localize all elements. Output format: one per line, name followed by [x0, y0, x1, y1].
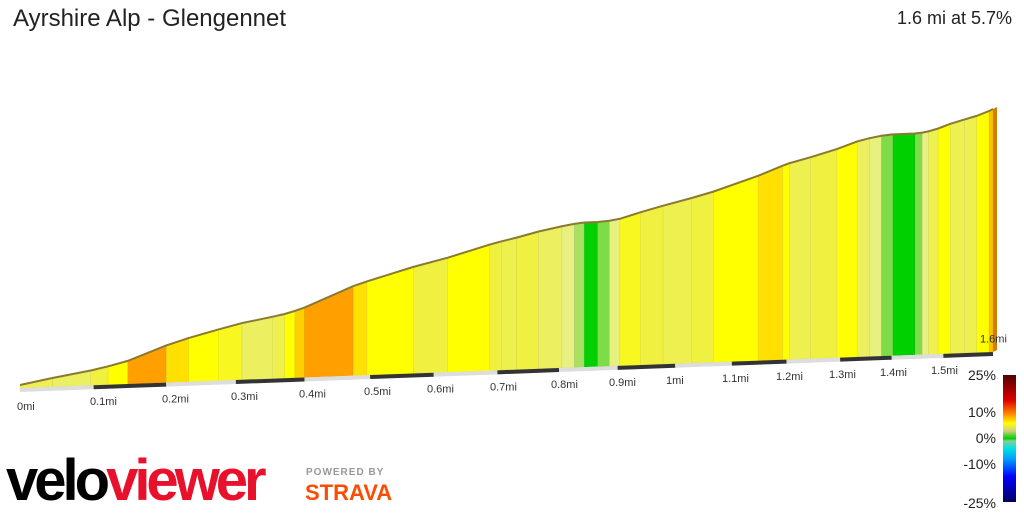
distance-bar-segment — [19, 385, 94, 392]
profile-segment — [489, 240, 502, 371]
profile-segment — [538, 225, 563, 370]
profile-segment — [713, 175, 759, 363]
profile-segment — [271, 313, 285, 379]
page-title: Ayrshire Alp - Glengennet — [13, 5, 287, 32]
profile-segment — [757, 165, 783, 362]
profile-segment — [573, 222, 585, 368]
profile-segment — [609, 218, 621, 367]
profile-segment — [782, 162, 791, 361]
profile-segment — [447, 244, 491, 373]
profile-segment — [976, 110, 990, 353]
x-tick-label: 0.6mi — [427, 384, 454, 396]
profile-segment — [561, 223, 575, 369]
climb-summary: 1.6 mi at 5.7% — [896, 8, 1012, 28]
distance-bar-segment — [304, 375, 371, 382]
distance-bar-segment — [370, 372, 434, 380]
distance-bar-segment — [497, 368, 560, 375]
profile-segment — [988, 108, 994, 353]
distance-bar-segment — [93, 382, 167, 390]
profile-segment — [516, 231, 539, 370]
veloviewer-logo: veloviewer — [6, 448, 267, 513]
x-tick-label: 1.6mi — [980, 333, 1007, 345]
profile-segment — [937, 123, 951, 355]
distance-bar-segment — [617, 363, 676, 370]
profile-segment — [501, 237, 517, 371]
profile-segment — [619, 211, 641, 367]
profile-segment — [921, 130, 929, 355]
profile-segment — [241, 316, 273, 381]
profile-segment — [597, 220, 610, 367]
strava-logo: STRAVA — [305, 480, 393, 505]
x-tick-label: 1.5mi — [931, 365, 958, 377]
profile-segment — [964, 115, 977, 354]
x-tick-label: 1.4mi — [880, 367, 907, 379]
profile-segment — [928, 128, 939, 355]
legend-tick-label: 0% — [976, 430, 996, 446]
profile-segment — [366, 266, 414, 376]
profile-segment — [640, 205, 664, 366]
profile-segment — [691, 191, 715, 364]
gradient-legend-bar — [1003, 375, 1016, 502]
profile-segment — [914, 132, 923, 356]
profile-segment — [583, 221, 598, 368]
profile-segment — [950, 119, 966, 354]
x-tick-label: 0.1mi — [90, 396, 117, 408]
distance-bar-segment — [943, 352, 994, 358]
profile-segment — [892, 133, 916, 357]
profile-segment — [662, 197, 692, 365]
x-tick-label: 1.3mi — [829, 369, 856, 381]
profile-segment — [810, 148, 838, 360]
x-tick-label: 0.5mi — [364, 386, 391, 398]
profile-segment — [856, 137, 870, 358]
legend-tick-label: -25% — [963, 495, 996, 511]
legend-tick-label: -10% — [963, 456, 996, 472]
profile-segment — [789, 156, 811, 360]
distance-bar-segment — [235, 377, 305, 385]
profile-segment — [352, 281, 368, 376]
x-tick-label: 0.9mi — [609, 377, 636, 389]
x-tick-label: 0mi — [17, 401, 35, 413]
x-tick-label: 0.3mi — [231, 391, 258, 403]
profile-segment — [284, 310, 296, 379]
x-tick-label: 1.2mi — [776, 371, 803, 383]
x-tick-label: 1.1mi — [722, 373, 749, 385]
x-tick-label: 0.7mi — [490, 381, 517, 393]
profile-segment — [869, 135, 882, 357]
profile-segment — [413, 257, 449, 374]
distance-bar-segment — [786, 357, 841, 364]
x-tick-label: 0.4mi — [299, 388, 326, 400]
distance-bar-segment — [675, 361, 732, 368]
distance-bar-segment — [891, 353, 944, 360]
profile-segment — [836, 141, 858, 359]
x-tick-label: 0.8mi — [551, 379, 578, 391]
distance-bar-segment — [166, 380, 236, 387]
powered-by-label: POWERED BY — [306, 467, 385, 478]
profile-segment — [52, 370, 91, 388]
distance-bar-segment — [558, 365, 618, 373]
profile-segment — [127, 345, 167, 385]
profile-segment — [218, 322, 243, 381]
profile-segment — [294, 307, 305, 379]
profile-top-edge — [19, 108, 994, 386]
profile-segment — [304, 285, 354, 378]
x-tick-label: 0.2mi — [162, 394, 189, 406]
distance-bar-segment — [840, 355, 892, 362]
profile-side-face — [993, 107, 997, 352]
legend-tick-label: 10% — [968, 404, 996, 420]
profile-segment — [881, 134, 894, 357]
distance-bar-segment — [433, 370, 498, 377]
x-tick-label: 1mi — [666, 375, 684, 387]
legend-tick-label: 25% — [968, 367, 996, 383]
distance-bar-segment — [731, 359, 787, 366]
